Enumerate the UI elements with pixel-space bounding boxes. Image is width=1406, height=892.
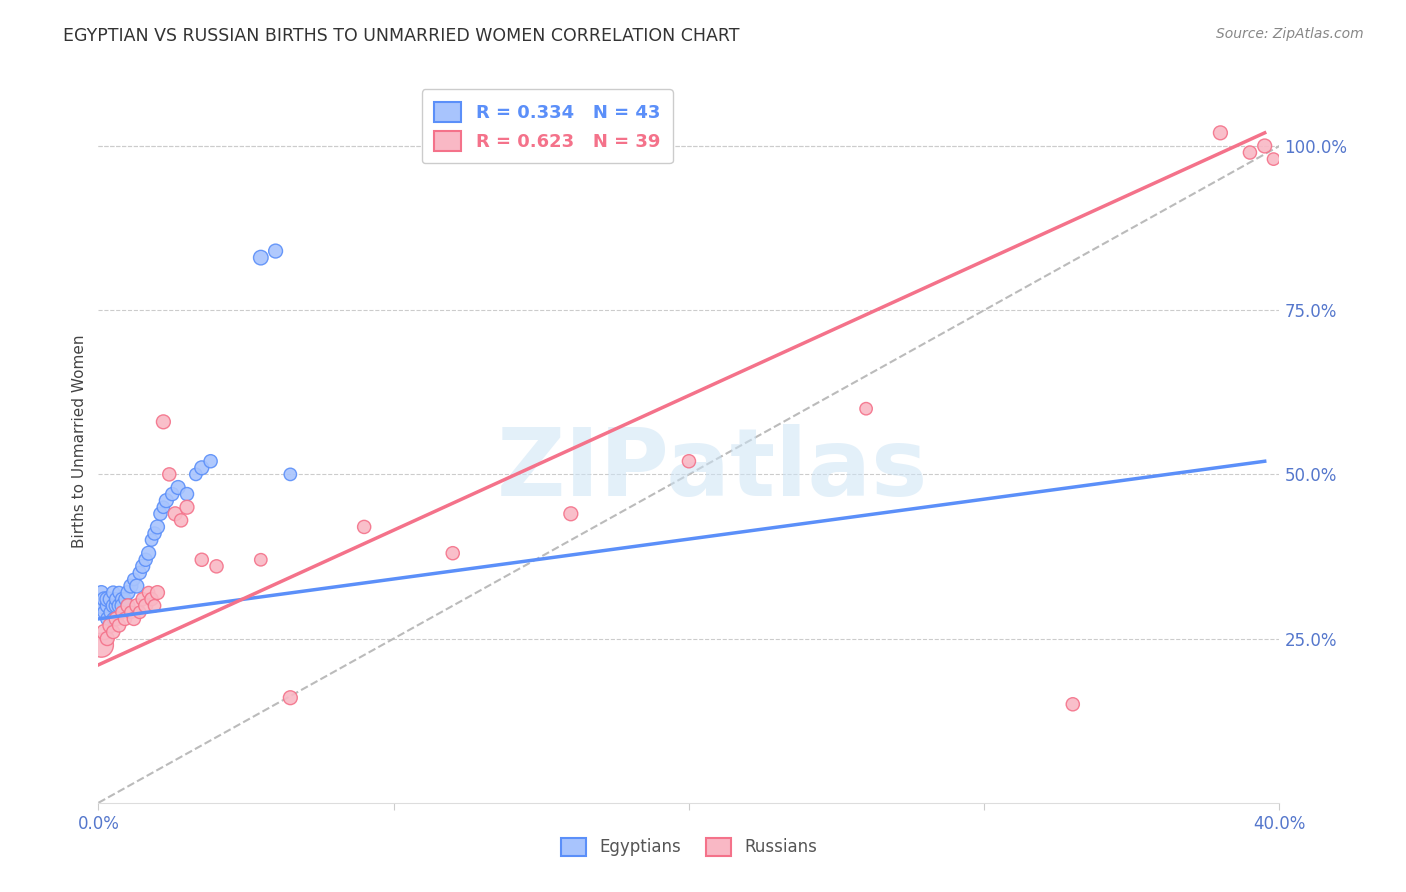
Point bbox=[128, 566, 150, 580]
Point bbox=[98, 605, 121, 619]
Text: EGYPTIAN VS RUSSIAN BIRTHS TO UNMARRIED WOMEN CORRELATION CHART: EGYPTIAN VS RUSSIAN BIRTHS TO UNMARRIED … bbox=[63, 27, 740, 45]
Point bbox=[678, 454, 700, 468]
Point bbox=[98, 618, 121, 632]
Point bbox=[125, 599, 148, 613]
Point bbox=[128, 605, 150, 619]
Point bbox=[165, 507, 187, 521]
Point bbox=[93, 625, 115, 640]
Point bbox=[114, 612, 136, 626]
Point bbox=[250, 251, 273, 265]
Point bbox=[96, 599, 118, 613]
Point bbox=[176, 500, 198, 515]
Point bbox=[105, 599, 128, 613]
Point bbox=[90, 599, 112, 613]
Point bbox=[1263, 152, 1285, 166]
Point bbox=[280, 467, 302, 482]
Point bbox=[111, 599, 134, 613]
Point bbox=[1239, 145, 1261, 160]
Point bbox=[96, 612, 118, 626]
Point bbox=[117, 599, 139, 613]
Point bbox=[149, 507, 172, 521]
Point bbox=[1062, 698, 1084, 712]
Point bbox=[111, 605, 134, 619]
Point bbox=[103, 612, 125, 626]
Point bbox=[184, 467, 207, 482]
Point bbox=[157, 467, 180, 482]
Point bbox=[176, 487, 198, 501]
Point bbox=[170, 513, 193, 527]
Point bbox=[138, 546, 160, 560]
Point bbox=[108, 585, 131, 599]
Point bbox=[152, 500, 174, 515]
Point bbox=[167, 481, 190, 495]
Point bbox=[441, 546, 464, 560]
Point bbox=[105, 592, 128, 607]
Point bbox=[117, 585, 139, 599]
Point bbox=[114, 592, 136, 607]
Point bbox=[250, 553, 273, 567]
Point bbox=[117, 599, 139, 613]
Point bbox=[141, 592, 163, 607]
Point bbox=[125, 579, 148, 593]
Point bbox=[280, 690, 302, 705]
Point bbox=[205, 559, 228, 574]
Point bbox=[162, 487, 183, 501]
Point bbox=[111, 592, 134, 607]
Point bbox=[96, 632, 118, 646]
Text: Source: ZipAtlas.com: Source: ZipAtlas.com bbox=[1216, 27, 1364, 41]
Point bbox=[122, 612, 145, 626]
Text: ZIPatlas: ZIPatlas bbox=[496, 425, 928, 516]
Point bbox=[143, 526, 166, 541]
Point bbox=[132, 559, 155, 574]
Point bbox=[138, 585, 160, 599]
Point bbox=[200, 454, 222, 468]
Point bbox=[120, 579, 142, 593]
Point bbox=[855, 401, 877, 416]
Point bbox=[90, 585, 112, 599]
Point bbox=[191, 460, 214, 475]
Point bbox=[560, 507, 582, 521]
Point bbox=[132, 592, 155, 607]
Point bbox=[122, 573, 145, 587]
Point bbox=[90, 638, 112, 652]
Point bbox=[146, 585, 169, 599]
Point bbox=[120, 605, 142, 619]
Point bbox=[141, 533, 163, 547]
Point bbox=[1209, 126, 1232, 140]
Point bbox=[103, 585, 125, 599]
Point bbox=[98, 592, 121, 607]
Point bbox=[103, 625, 125, 640]
Point bbox=[108, 599, 131, 613]
Point bbox=[155, 493, 177, 508]
Point bbox=[93, 592, 115, 607]
Point bbox=[191, 553, 214, 567]
Point bbox=[264, 244, 287, 258]
Y-axis label: Births to Unmarried Women: Births to Unmarried Women bbox=[72, 334, 87, 549]
Point bbox=[93, 605, 115, 619]
Point bbox=[146, 520, 169, 534]
Point bbox=[353, 520, 375, 534]
Point bbox=[105, 612, 128, 626]
Point bbox=[135, 599, 157, 613]
Point bbox=[1254, 139, 1277, 153]
Legend: Egyptians, Russians: Egyptians, Russians bbox=[554, 831, 824, 863]
Point bbox=[108, 618, 131, 632]
Point bbox=[103, 599, 125, 613]
Point bbox=[152, 415, 174, 429]
Point bbox=[135, 553, 157, 567]
Point bbox=[143, 599, 166, 613]
Point bbox=[96, 592, 118, 607]
